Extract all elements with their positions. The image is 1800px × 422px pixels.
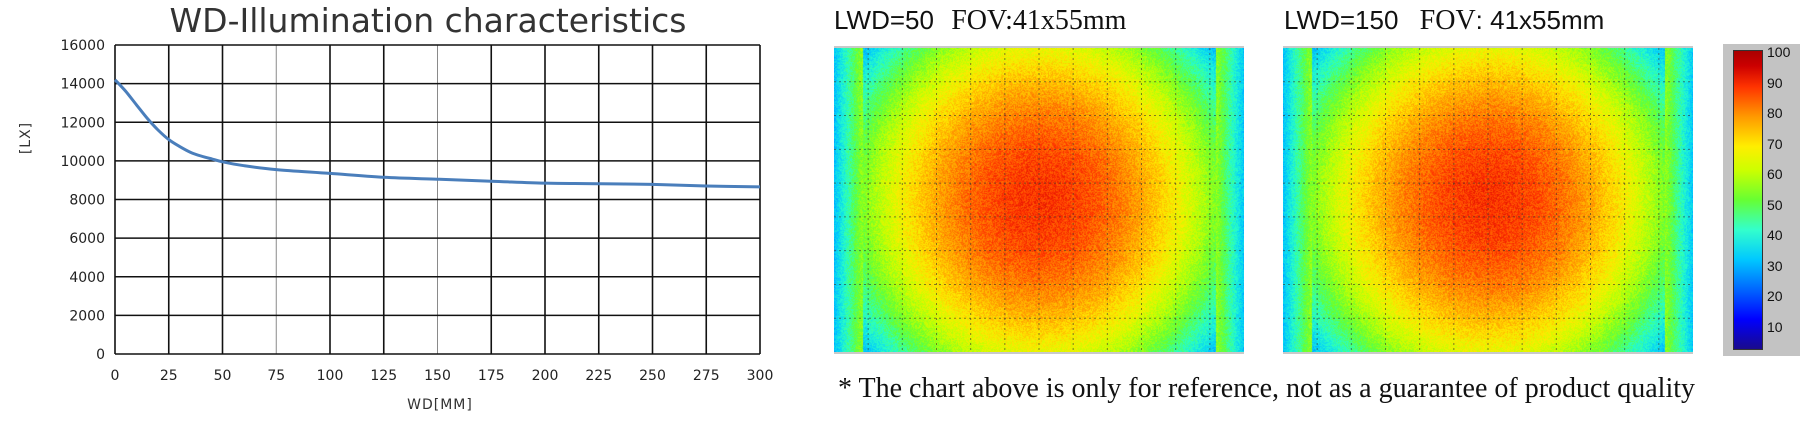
x-tick-label: 175 [478,368,505,384]
x-tick-label: 225 [585,368,612,384]
x-tick-label: 50 [214,368,232,384]
colorbar-tick-label: 90 [1767,74,1783,91]
heatmap-1-title: LWD=50 FOV:41x55mm [834,5,1126,37]
colorbar-gradient [1733,50,1763,350]
heatmap-lwd-50 [834,46,1244,354]
colorbar-tick-label: 50 [1767,196,1783,213]
colorbar-tick-label: 10 [1767,318,1783,335]
heatmap-2-fov: FOV [1419,5,1476,36]
heatmap-1-grid [834,48,1244,352]
y-tick-label: 4000 [69,270,105,286]
footnote: * The chart above is only for reference,… [838,373,1696,404]
x-axis-label: WD[MM] [407,397,473,413]
y-axis-ticks: 0 2000 4000 6000 8000 10000 12000 14000 16000 [60,38,105,363]
colorbar-tick-label: 20 [1767,288,1783,304]
x-tick-label: 200 [532,368,559,384]
y-tick-label: 6000 [69,231,105,247]
x-axis-ticks: 0 25 50 75 100 125 150 175 200 225 250 275 300 [111,368,774,384]
y-tick-label: 8000 [69,193,105,209]
x-tick-label: 0 [111,368,120,384]
colorbar-tick-label: 70 [1767,135,1783,152]
x-tick-label: 100 [317,368,344,384]
x-tick-label: 300 [747,368,774,384]
y-tick-label: 2000 [69,308,105,324]
colorbar-tick-label: 80 [1767,105,1783,121]
heatmap-1-lwd: LWD=50 [834,5,934,35]
illumination-line-chart: WD-Illumination characteristics 0 25 50 75 1… [18,1,774,413]
y-tick-label: 10000 [60,154,105,170]
y-tick-label: 12000 [60,115,105,131]
heatmap-lwd-150 [1283,46,1693,354]
heatmap-2-fov-value: : 41x55mm [1475,5,1605,35]
colorbar-tick-label: 40 [1767,227,1783,243]
heatmap-2-grid [1283,48,1693,352]
chart-title: WD-Illumination characteristics [170,1,687,40]
chart-grid [114,44,761,355]
y-tick-label: 14000 [60,77,105,93]
colorbar-tick-label: 60 [1767,166,1783,182]
x-tick-label: 125 [370,368,397,384]
colorbar-tick-label: 100 [1767,44,1791,60]
y-tick-label: 0 [96,347,105,363]
y-tick-label: 16000 [60,38,105,54]
x-tick-label: 25 [160,368,178,384]
colorbar: 100 90 80 70 60 50 40 30 20 10 [1723,44,1800,356]
y-axis-label: [LX] [18,122,34,154]
x-tick-label: 75 [267,368,285,384]
heatmap-1-fov: FOV:41x55mm [951,5,1127,36]
x-tick-label: 275 [693,368,720,384]
colorbar-tick-label: 30 [1767,257,1783,274]
illumination-series-line [113,78,761,189]
x-tick-label: 150 [424,368,451,384]
heatmap-2-lwd: LWD=150 [1284,5,1399,35]
x-tick-label: 250 [639,368,666,384]
heatmap-2-title: LWD=150 FOV: 41x55mm [1284,5,1604,37]
